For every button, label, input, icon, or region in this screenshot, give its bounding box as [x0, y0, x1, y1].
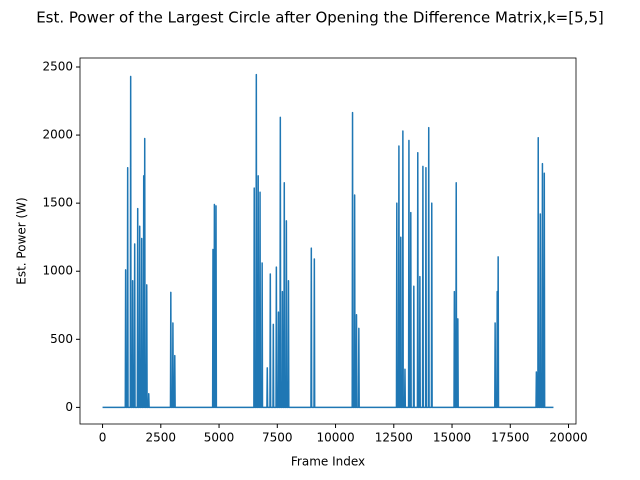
y-tick-label: 0	[65, 400, 73, 414]
y-tick-label: 1000	[42, 264, 73, 278]
x-tick-label: 15000	[433, 431, 471, 445]
x-tick-label: 2500	[146, 431, 177, 445]
y-axis-label: Est. Power (W)	[15, 197, 29, 285]
x-tick-label: 17500	[491, 431, 529, 445]
x-tick-label: 12500	[375, 431, 413, 445]
y-tick-label: 2000	[42, 128, 73, 142]
x-tick-label: 20000	[549, 431, 587, 445]
y-tick-label: 2500	[42, 59, 73, 73]
plot-frame	[79, 57, 577, 425]
x-tick-label: 0	[99, 431, 107, 445]
x-tick-label: 10000	[316, 431, 354, 445]
x-tick-label: 5000	[204, 431, 235, 445]
chart-title: Est. Power of the Largest Circle after O…	[36, 9, 604, 27]
line	[102, 73, 554, 409]
y-tick-label: 1500	[42, 196, 73, 210]
x-axis-label: Frame Index	[291, 455, 365, 469]
y-tick-label: 500	[50, 332, 73, 346]
x-tick-label: 7500	[262, 431, 293, 445]
